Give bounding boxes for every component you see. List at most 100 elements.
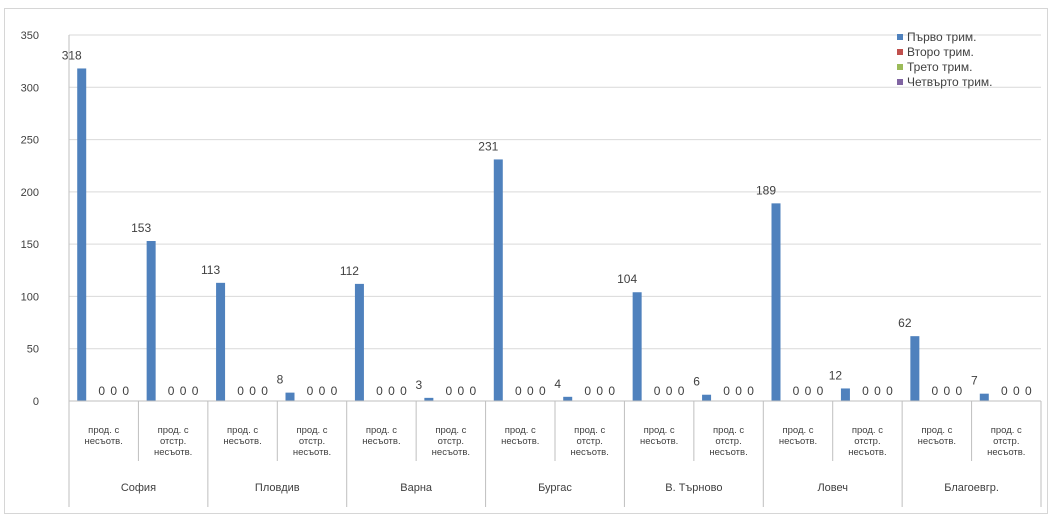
data-label: 0 (446, 384, 453, 398)
category-label: прод. с (435, 425, 466, 436)
y-tick-label: 0 (33, 396, 39, 408)
data-label: 0 (237, 384, 244, 398)
category-label: несъотв. (223, 436, 261, 447)
y-tick-label: 50 (27, 344, 39, 356)
data-label: 0 (805, 384, 812, 398)
bar-1 (493, 159, 503, 401)
legend-label: Първо трим. (907, 30, 977, 44)
group-label: В. Търново (665, 482, 722, 494)
data-label: 0 (862, 384, 869, 398)
data-label: 0 (735, 384, 742, 398)
category-label: прод. с (713, 425, 744, 436)
y-tick-label: 350 (21, 30, 39, 42)
bar-1 (354, 283, 364, 401)
category-label: несъотв. (293, 447, 331, 458)
data-label: 0 (1001, 384, 1008, 398)
legend-swatch (897, 79, 903, 85)
category-label: несъотв. (85, 436, 123, 447)
data-label: 0 (874, 384, 881, 398)
group-label: София (121, 482, 156, 494)
data-label: 0 (331, 384, 338, 398)
data-label: 0 (539, 384, 546, 398)
data-label: 0 (458, 384, 465, 398)
data-label: 0 (388, 384, 395, 398)
category-label: несъотв. (918, 436, 956, 447)
y-tick-label: 300 (21, 82, 39, 94)
category-label: несъотв. (779, 436, 817, 447)
group-label: Благоевгр. (944, 482, 999, 494)
data-label: 3 (416, 378, 423, 392)
category-label: несъотв. (501, 436, 539, 447)
category-label: прод. с (366, 425, 397, 436)
category-label: прод. с (991, 425, 1022, 436)
category-label: отстр. (299, 436, 325, 447)
legend-swatch (897, 34, 903, 40)
data-label: 0 (596, 384, 603, 398)
data-label: 0 (793, 384, 800, 398)
data-label: 0 (319, 384, 326, 398)
category-label: несъотв. (362, 436, 400, 447)
data-label: 0 (261, 384, 268, 398)
bar-1 (702, 394, 712, 401)
bar-1 (77, 68, 87, 401)
data-label: 0 (192, 384, 199, 398)
data-label: 0 (584, 384, 591, 398)
category-label: несъотв. (709, 447, 747, 458)
legend: Първо трим.Второ трим.Трето трим.Четвърт… (897, 30, 992, 89)
data-label: 0 (527, 384, 534, 398)
category-label: отстр. (715, 436, 741, 447)
data-label: 153 (131, 221, 151, 235)
data-label: 7 (971, 374, 978, 388)
y-axis: 0 50 100 150 200 250 300 350 (21, 30, 70, 408)
data-label: 0 (932, 384, 939, 398)
category-label: несъотв. (987, 447, 1025, 458)
y-tick-label: 150 (21, 239, 39, 251)
category-label: отстр. (993, 436, 1019, 447)
data-label: 0 (608, 384, 615, 398)
bar-1 (840, 388, 850, 401)
bar-1 (910, 336, 920, 401)
y-tick-label: 100 (21, 291, 39, 303)
data-label: 0 (654, 384, 661, 398)
category-label: прод. с (88, 425, 119, 436)
data-label: 0 (666, 384, 673, 398)
data-label: 0 (678, 384, 685, 398)
data-label: 0 (400, 384, 407, 398)
data-label: 0 (180, 384, 187, 398)
category-label: прод. с (921, 425, 952, 436)
data-label: 0 (249, 384, 256, 398)
group-label: Ловеч (817, 482, 848, 494)
group-label: Пловдив (255, 482, 300, 494)
y-tick-label: 200 (21, 187, 39, 199)
data-label: 0 (122, 384, 129, 398)
category-label: несъотв. (571, 447, 609, 458)
category-label: прод. с (782, 425, 813, 436)
data-label: 0 (376, 384, 383, 398)
data-label: 0 (168, 384, 175, 398)
bar-1 (979, 393, 989, 401)
legend-swatch (897, 49, 903, 55)
data-label: 0 (817, 384, 824, 398)
gridlines (69, 34, 1041, 402)
category-label: отстр. (854, 436, 880, 447)
data-label: 12 (829, 368, 843, 382)
data-label: 6 (693, 375, 700, 389)
data-label: 0 (723, 384, 730, 398)
data-label: 0 (470, 384, 477, 398)
legend-label: Трето трим. (907, 60, 972, 74)
category-label: отстр. (160, 436, 186, 447)
data-label: 0 (110, 384, 117, 398)
category-label: прод. с (574, 425, 605, 436)
data-label: 0 (886, 384, 893, 398)
category-label: отстр. (438, 436, 464, 447)
bar-1 (216, 282, 226, 401)
category-label: прод. с (852, 425, 883, 436)
bar-1 (424, 397, 434, 401)
group-label: Бургас (538, 482, 572, 494)
category-label: несъотв. (154, 447, 192, 458)
bars (77, 68, 989, 401)
category-label: прод. с (158, 425, 189, 436)
data-label: 0 (1025, 384, 1032, 398)
data-label: 0 (956, 384, 963, 398)
